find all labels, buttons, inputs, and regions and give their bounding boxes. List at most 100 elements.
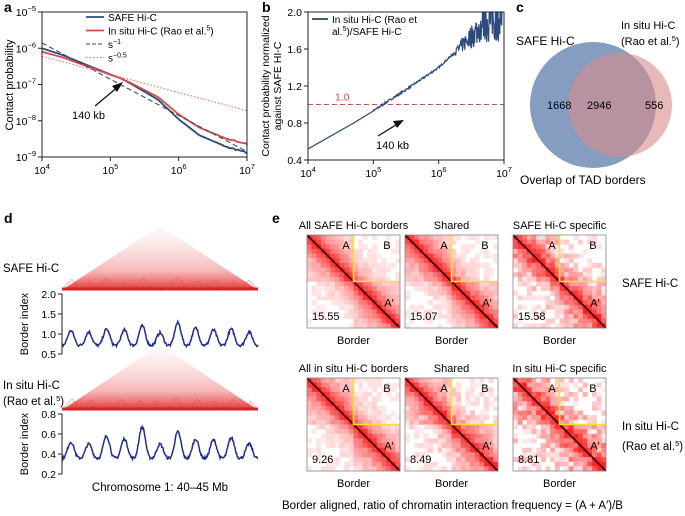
panel-e-cell-0-1-6-15 (474, 262, 480, 268)
panel-e-cell-0-1-18-11 (456, 318, 462, 324)
panel-e-cell-0-1-6-17 (484, 262, 489, 268)
panel-e-cell-1-2-5-2 (522, 401, 528, 407)
panel-e-cell-0-2-14-16 (587, 300, 593, 306)
panel-e-cell-0-1-0-19 (493, 235, 499, 240)
panel-e-cell-0-1-4-9 (446, 253, 452, 259)
panel-e-cell-1-0-15-16 (381, 447, 387, 453)
panel-e-cell-1-0-18-19 (395, 461, 401, 467)
panel-letter-c: c (516, 0, 524, 15)
panel-e-cell-1-1-4-1 (409, 396, 415, 402)
panel-e-cell-0-1-13-8 (442, 295, 448, 301)
panel-e-cell-1-2-18-13 (573, 461, 579, 467)
panel-e-cell-0-0-13-17 (386, 295, 391, 301)
panel-e-cell-1-0-14-9 (348, 443, 354, 449)
panel-e-cell-1-0-10-11 (358, 424, 364, 430)
panel-e-cell-0-2-12-19 (601, 290, 607, 296)
panel-e-cell-1-0-9-8 (344, 419, 350, 425)
panel-e-cell-0-2-5-2 (522, 258, 528, 264)
panel-e-cell-0-1-0-7 (437, 235, 443, 240)
panel-e-cell-1-1-1-8 (442, 382, 448, 388)
panel-e-cell-1-0-2-3 (320, 387, 326, 393)
panel-e-cell-1-0-15-10 (353, 447, 359, 453)
panel-e-cell-1-2-13-8 (550, 438, 556, 444)
panel-e-cell-1-1-19-4 (423, 466, 429, 472)
panel-e-cell-1-2-6-12 (568, 405, 574, 411)
panel-e-cell-0-1-10-3 (418, 281, 424, 287)
panel-b-xtick-label-0-base: 10 (300, 168, 312, 180)
panel-e-cell-1-2-14-12 (568, 443, 574, 449)
panel-b-ytick-label-0: 0.4 (287, 155, 302, 167)
panel-a-ytick-label-4-exp: −5 (27, 4, 36, 13)
panel-e-cell-1-2-10-7 (545, 424, 551, 430)
panel-e-cell-0-0-6-13 (367, 262, 373, 268)
panel-a-xtick-label-2: 106 (171, 162, 187, 177)
panel-e-border-lines-0-0 (352, 235, 400, 283)
panel-e-cell-1-1-5-10 (451, 401, 457, 407)
panel-e-cell-1-1-6-7 (437, 405, 443, 411)
panel-e-cell-1-2-16-7 (545, 452, 551, 458)
panel-e-cell-0-2-18-1 (517, 318, 523, 324)
panel-e-cell-1-1-1-15 (474, 382, 480, 388)
panel-e-cell-0-1-16-9 (446, 309, 452, 315)
panel-e-cell-1-1-11-13 (465, 429, 471, 435)
panel-e-cell-0-2-5-4 (531, 258, 537, 264)
panel-e-cell-0-2-11-10 (559, 286, 565, 292)
panel-e-cell-0-1-13-0 (405, 295, 410, 301)
panel-e-cell-1-1-18-10 (451, 461, 457, 467)
panel-e-cell-0-2-7-11 (564, 267, 570, 273)
panel-e-cell-0-2-11-16 (587, 286, 593, 292)
panel-e-cell-0-1-12-7 (437, 290, 443, 296)
panel-e-cell-0-2-10-6 (540, 281, 546, 287)
panel-e-cell-0-0-1-7 (339, 239, 345, 245)
panel-e-cell-1-1-9-14 (470, 419, 476, 425)
panel-e-cell-0-0-19-11 (358, 323, 364, 329)
panel-e-cell-0-2-1-2 (522, 239, 528, 245)
panel-e-cell-0-1-0-8 (442, 235, 448, 240)
panel-e-cell-1-2-13-7 (545, 438, 551, 444)
panel-e-cell-1-1-8-16 (479, 415, 485, 421)
panel-d-track-0-ytick-label-0: 2.0 (41, 289, 56, 301)
panel-e-cell-1-0-7-13 (367, 410, 373, 416)
panel-e-cell-0-1-8-11 (456, 272, 462, 278)
panel-e-cell-1-0-18-14 (372, 461, 378, 467)
panel-e-cell-1-1-16-11 (456, 452, 462, 458)
panel-e-cell-0-2-3-12 (568, 248, 574, 254)
panel-e-cell-0-2-16-4 (531, 309, 537, 315)
panel-e-cell-1-2-14-10 (559, 443, 565, 449)
panel-e-cell-1-2-7-1 (517, 410, 523, 416)
panel-e-cell-0-2-9-3 (526, 276, 532, 282)
panel-e-cell-1-1-16-10 (451, 452, 457, 458)
panel-e-cell-1-0-17-16 (381, 457, 387, 462)
panel-e-cell-0-0-18-0 (307, 318, 312, 324)
panel-e-frame-0-2 (512, 234, 607, 329)
panel-e-cell-1-1-3-8 (442, 391, 448, 397)
panel-e-cell-0-2-5-1 (517, 258, 523, 264)
panel-e-cell-0-1-6-8 (442, 262, 448, 268)
panel-e-cell-0-1-16-0 (405, 309, 410, 315)
panel-e-cell-0-2-13-10 (559, 295, 565, 301)
panel-e-cell-0-2-18-15 (582, 318, 588, 324)
panel-e-cell-0-2-13-6 (540, 295, 546, 301)
panel-e-cell-1-0-7-1 (311, 410, 317, 416)
panel-e-cell-1-2-8-5 (536, 415, 542, 421)
panel-e-cell-1-0-19-4 (325, 466, 331, 472)
panel-e-cell-1-2-16-14 (578, 452, 584, 458)
panel-e-cell-0-1-12-0 (405, 290, 410, 296)
panel-e-cell-1-0-17-13 (367, 457, 373, 462)
panel-e-cell-0-2-0-1 (517, 235, 523, 240)
panel-e-cell-1-1-19-7 (437, 466, 443, 472)
panel-e-cell-0-0-19-17 (386, 323, 391, 329)
panel-e-cell-1-0-19-15 (376, 466, 382, 472)
panel-d-tad-triangles (61, 276, 259, 411)
panel-e-cell-1-0-6-13 (367, 405, 373, 411)
panel-e-cell-1-2-16-9 (554, 452, 560, 458)
panel-e-cell-0-2-4-14 (578, 253, 584, 259)
panel-b-ytick-label-4: 2.0 (287, 7, 302, 19)
panel-e-cell-1-1-18-16 (479, 461, 485, 467)
panel-e-frame-1-0 (306, 377, 401, 472)
panel-e-cell-1-0-4-9 (348, 396, 354, 402)
panel-e-cell-0-2-4-1 (517, 253, 523, 259)
panel-e-cell-0-1-18-12 (460, 318, 466, 324)
panel-e-row-label-0: SAFE Hi-C (622, 278, 678, 290)
panel-e-cell-0-0-11-1 (311, 286, 317, 292)
